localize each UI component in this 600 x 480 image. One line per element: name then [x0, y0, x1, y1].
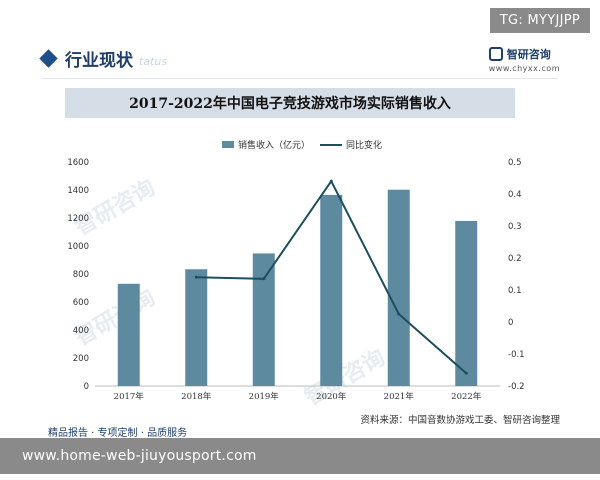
footer-slogan: 精品报告 · 专项定制 · 品质服务: [48, 428, 188, 439]
x-tick-label: 2018年: [181, 391, 212, 402]
bar: [387, 189, 410, 386]
y-tick-label: 1400: [67, 186, 89, 196]
bar: [117, 283, 140, 386]
x-tick-label: 2022年: [451, 391, 482, 402]
y2-tick-label: -0.2: [508, 382, 525, 392]
tg-tag: TG: MYYJJPP: [489, 8, 590, 33]
y-tick-label: 200: [73, 354, 89, 364]
y2-tick-label: 0.2: [508, 254, 522, 264]
y-tick-label: 600: [73, 298, 89, 308]
section-title: 行业现状: [65, 51, 133, 71]
source-note: 资料来源：中国音数协游戏工委、智研咨询整理: [360, 415, 560, 426]
brand-name: 智研咨询: [506, 48, 551, 61]
yoy-point: [397, 312, 401, 316]
section-divider: [42, 78, 558, 79]
legend-line-label: 同比变化: [346, 139, 382, 151]
bar: [320, 194, 343, 386]
tg-tag-text: TG: MYYJJPP: [499, 13, 580, 28]
chart-title: 2017-2022年中国电子竞技游戏市场实际销售收入: [129, 96, 451, 112]
yoy-point: [194, 275, 198, 279]
legend-bar-swatch: [222, 141, 234, 148]
brand-logo-block: 智研咨询 www.chyxx.com: [488, 46, 560, 73]
brand-url: www.chyxx.com: [488, 64, 560, 73]
y-tick-label: 1200: [67, 214, 89, 224]
y-tick-label: 1000: [67, 242, 89, 252]
yoy-point: [464, 371, 468, 375]
x-tick-label: 2017年: [114, 391, 145, 402]
x-tick-label: 2021年: [384, 391, 415, 402]
y-tick-label: 1600: [67, 158, 89, 168]
bottom-url-bar: www.home-web-jiuyousport.com: [0, 438, 600, 474]
bar: [185, 269, 208, 386]
y-tick-label: 0: [84, 382, 89, 392]
brand-logo-icon: [488, 47, 503, 61]
y-tick-label: 800: [73, 270, 89, 280]
bottom-url: www.home-web-jiuyousport.com: [22, 448, 257, 464]
section-ghost-text: tatus: [139, 55, 168, 68]
legend-bar-label: 销售收入（亿元）: [238, 139, 310, 151]
y2-tick-label: -0.1: [508, 350, 525, 360]
bar: [252, 253, 275, 386]
bar: [455, 220, 478, 386]
y2-tick-label: 0.5: [508, 158, 522, 168]
chart-title-bar: 2017-2022年中国电子竞技游戏市场实际销售收入: [65, 88, 515, 118]
y2-tick-label: 0.4: [508, 190, 522, 200]
y2-tick-label: 0.1: [508, 286, 522, 296]
y2-tick-label: 0: [508, 318, 513, 328]
section-header: 行业现状 tatus: [39, 46, 168, 71]
y-tick-label: 400: [73, 326, 89, 336]
x-tick-label: 2020年: [316, 391, 347, 402]
yoy-point: [262, 277, 266, 281]
x-tick-label: 2019年: [249, 391, 280, 402]
yoy-point: [329, 179, 333, 183]
y2-tick-label: 0.3: [508, 222, 522, 232]
